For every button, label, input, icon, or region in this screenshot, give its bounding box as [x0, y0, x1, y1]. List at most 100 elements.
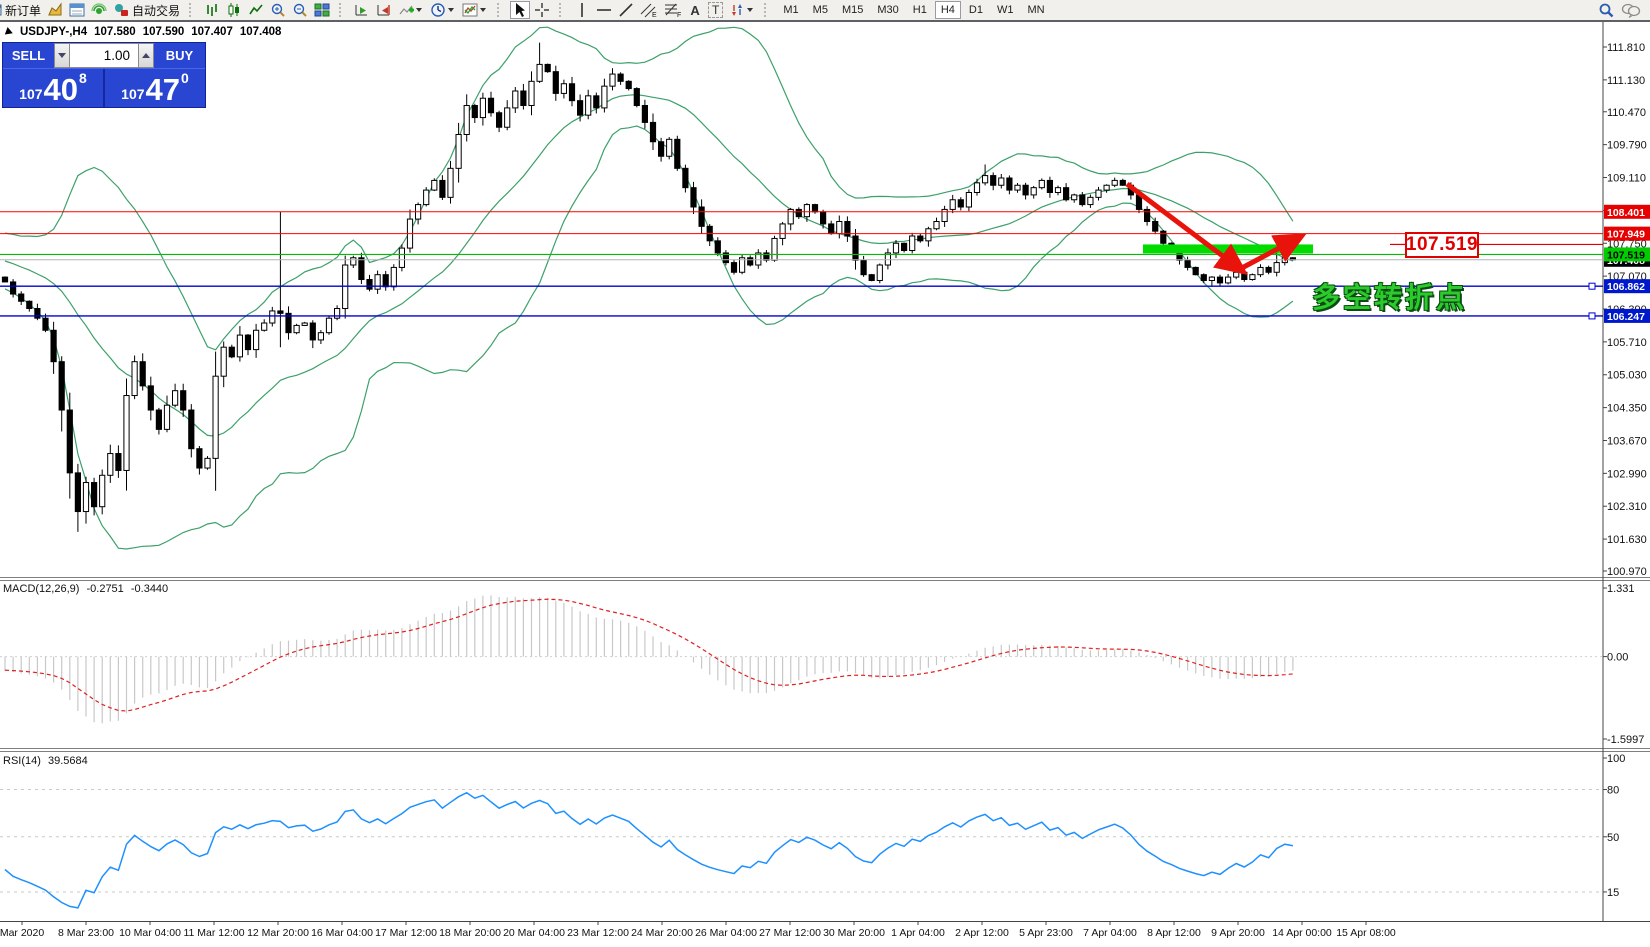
bollinger-upper [4, 26, 1294, 351]
macd-signal-value: -0.3440 [130, 583, 169, 595]
macd-tick: 0.00 [1607, 652, 1628, 664]
price-tick: 111.130 [1607, 75, 1645, 87]
ask-point: 0 [181, 70, 189, 86]
timeframe-m1[interactable]: M1 [783, 4, 799, 16]
timeframe-d1[interactable]: D1 [968, 4, 983, 16]
timeframe-w1[interactable]: W1 [996, 4, 1014, 16]
vertical-line-tool-button[interactable] [572, 1, 592, 19]
ask-price-button[interactable]: 107 47 0 [105, 69, 205, 107]
ask-figure: 107 [121, 86, 145, 102]
price-badge [1604, 308, 1650, 323]
indicators-button[interactable] [396, 1, 426, 19]
dropdown-caret [747, 8, 754, 12]
time-tick: 15 Apr 08:00 [1336, 927, 1396, 939]
cursor-tool-button[interactable] [510, 1, 531, 19]
hline-handle[interactable] [1588, 312, 1596, 320]
time-tick: 14 Apr 00:00 [1272, 927, 1332, 939]
new-order-button[interactable]: 新订单 [0, 1, 43, 19]
dropdown-caret [480, 8, 487, 12]
zoom-out-button[interactable] [290, 1, 310, 19]
label-tool-letter: T [708, 2, 724, 18]
macd-value: -0.2751 [86, 583, 124, 595]
market-watch-button[interactable] [67, 1, 87, 19]
turning-point-annotation[interactable]: 多空转折点 [1312, 282, 1468, 313]
chart-title: USDJPY-,H4 107.580 107.590 107.407 107.4… [4, 26, 281, 38]
price-badge [1604, 204, 1650, 219]
rsi-tick: 15 [1607, 887, 1619, 899]
price-callout-label[interactable]: 107.519 [1405, 232, 1479, 258]
periods-button[interactable] [428, 1, 458, 19]
volume-up-button[interactable] [138, 43, 154, 68]
time-tick: 8 Mar 23:00 [58, 927, 114, 939]
hline-handle[interactable] [1588, 282, 1596, 290]
price-tick: 109.790 [1607, 140, 1647, 152]
line-chart-button[interactable] [246, 1, 266, 19]
time-tick: 30 Mar 20:00 [823, 927, 885, 939]
timeframe-m30[interactable]: M30 [877, 4, 899, 16]
time-tick: 27 Mar 12:00 [759, 927, 821, 939]
search-button[interactable] [1596, 1, 1617, 19]
bollinger-bands [4, 26, 1294, 550]
bid-figure: 107 [19, 86, 43, 102]
time-tick: 12 Mar 20:00 [247, 927, 309, 939]
price-badges: 108.401107.949107.408107.519106.862106.2… [1604, 204, 1650, 323]
templates-button[interactable] [460, 1, 490, 19]
bar-chart-button[interactable] [202, 1, 222, 19]
candlestick-chart-button[interactable] [224, 1, 244, 19]
price-badge [1604, 247, 1650, 262]
horizontal-line-tool-button[interactable] [594, 1, 614, 19]
text-tool-letter: A [690, 2, 700, 18]
macd-signal-line [4, 598, 1293, 712]
timeframe-mn[interactable]: MN [1027, 4, 1045, 16]
volume-input[interactable]: 1.00 [70, 43, 138, 68]
fibonacci-letter: F [677, 12, 681, 18]
crosshair-tool-button[interactable] [532, 1, 552, 19]
signals-icon[interactable] [89, 1, 109, 19]
tile-windows-button[interactable] [312, 1, 332, 19]
zoom-in-button[interactable] [268, 1, 288, 19]
macd-name: MACD(12,26,9) [3, 583, 80, 595]
bid-price-button[interactable]: 107 40 8 [3, 69, 105, 107]
text-label-tool-button[interactable]: T [706, 1, 725, 19]
svg-text:106.862: 106.862 [1607, 281, 1645, 293]
timeframe-h1[interactable]: H1 [912, 4, 927, 16]
buy-button[interactable]: BUY [154, 43, 205, 68]
new-chart-button[interactable] [45, 1, 65, 19]
trendline-tool-button[interactable] [616, 1, 636, 19]
chart-shift-button[interactable] [374, 1, 394, 19]
autotrading-button[interactable]: 自动交易 [111, 1, 182, 19]
bollinger-lower [4, 125, 1294, 550]
new-order-label: 新订单 [5, 3, 42, 18]
time-axis[interactable]: Mar 2020 8 Mar 23:00 10 Mar 04:00 11 Mar 12… [0, 921, 1396, 939]
time-tick: 10 Mar 04:00 [119, 927, 181, 939]
macd-tick: -1.5997 [1607, 734, 1644, 746]
svg-text:106.247: 106.247 [1607, 311, 1645, 323]
trend-arrow-1[interactable] [1125, 182, 1248, 276]
rsi-panel [0, 789, 1603, 909]
timeframe-h4[interactable]: H4 [934, 1, 961, 19]
trend-arrow-2[interactable] [1238, 233, 1307, 272]
ohlc-low: 107.407 [191, 26, 233, 38]
timeframe-m5[interactable]: M5 [812, 4, 828, 16]
chart-objects[interactable] [0, 182, 1603, 320]
price-badge [1604, 279, 1650, 294]
timeframe-m15[interactable]: M15 [841, 4, 864, 16]
price-tick: 105.710 [1607, 337, 1647, 349]
rsi-tick: 100 [1607, 753, 1625, 765]
sell-button[interactable]: SELL [3, 43, 54, 68]
volume-down-button[interactable] [54, 43, 70, 68]
rsi-label: RSI(14) 39.5684 [3, 755, 92, 767]
toolbar-separator [497, 3, 505, 17]
arrows-tool-button[interactable] [727, 1, 757, 19]
svg-text:107.949: 107.949 [1607, 229, 1645, 241]
price-tick: 104.350 [1607, 403, 1647, 415]
chat-button[interactable] [1619, 1, 1643, 19]
fibonacci-tool-button[interactable]: F [662, 1, 684, 19]
auto-scroll-button[interactable] [352, 1, 372, 19]
bid-point: 8 [79, 70, 87, 86]
channel-tool-button[interactable]: E [638, 1, 660, 19]
time-tick: 9 Apr 20:00 [1211, 927, 1265, 939]
text-tool-button[interactable]: A [686, 1, 704, 19]
rsi-tick: 50 [1607, 832, 1619, 844]
